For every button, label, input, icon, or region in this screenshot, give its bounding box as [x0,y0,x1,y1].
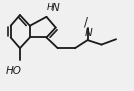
Text: N: N [52,3,60,13]
Text: H: H [46,3,53,12]
Text: N: N [85,28,92,38]
Text: /: / [84,16,88,29]
Text: HO: HO [5,66,21,76]
